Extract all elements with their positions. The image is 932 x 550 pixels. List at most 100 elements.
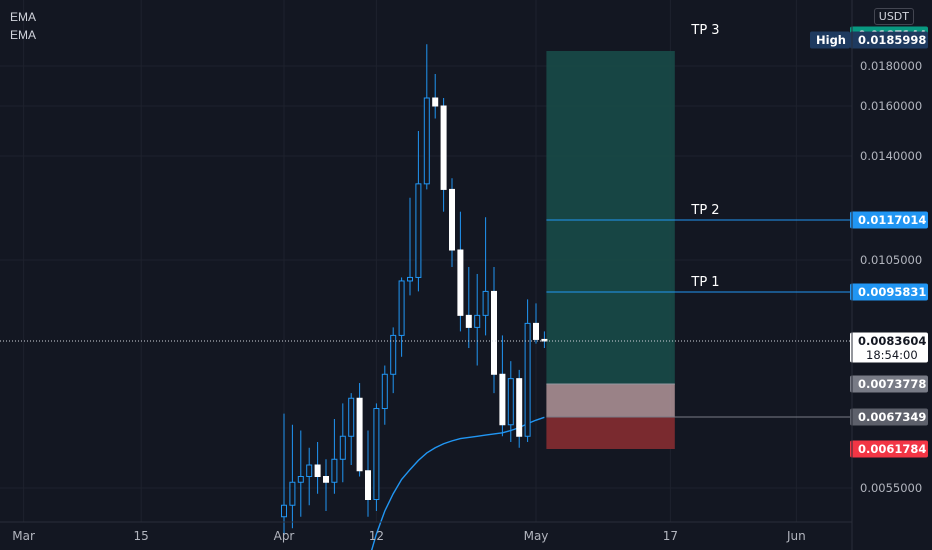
candle [516,369,523,448]
candle [457,211,464,332]
currency-selector[interactable]: USDT [873,8,914,25]
candle-body [474,314,481,328]
candle-body [449,188,455,251]
candle-body [415,183,422,278]
candle [415,131,422,292]
ema-line [370,416,545,550]
candle-body [516,378,523,437]
candle [390,327,397,394]
price-tick-label: 0.0140000 [860,149,922,163]
candle-body [457,249,464,316]
price-tick-label: 0.0105000 [860,253,922,267]
candle-body [423,97,430,185]
candle-body [323,476,329,483]
time-axis: Mar 15 Apr 12 May 17 Jun [0,0,853,550]
price-tag: 0.0185998 High [810,31,928,49]
candle [440,98,447,212]
candle [491,266,497,394]
price-tag-value: 0.0061784 [858,442,926,456]
price-tag-bg [850,332,928,363]
price-tag: 0.0067349 [850,408,928,426]
candle-body [356,397,363,472]
entry-zone [546,384,675,417]
time-tick-label: Apr [274,529,295,543]
candle-body [541,338,548,342]
price-tag-value: 0.0117014 [858,213,926,227]
price-tag-bg [850,375,928,393]
candle-body [507,378,514,426]
target-label: TP 3 [690,23,719,38]
candle [314,442,321,494]
target-label: TP 1 [690,275,719,290]
candle-body [381,373,388,410]
price-tag: 0.0095831 [850,283,928,301]
profit-zone [546,51,675,384]
price-tag-value: 0.0073778 [858,377,926,391]
price-tag: 0.0117014 [850,211,928,229]
candle [499,335,506,437]
candle [474,273,481,366]
candle [306,447,313,506]
candle [449,178,455,267]
candle [507,361,514,443]
price-tag-bg [850,31,928,49]
candle [524,299,531,443]
loss-zone [546,417,675,449]
time-tick-label: 15 [134,529,149,543]
candle [281,413,287,534]
price-axis: 0.0055000 0.0105000 0.0140000 0.0160000 0.01… [810,26,928,495]
candle [533,303,539,344]
price-tag-countdown: 18:54:00 [866,348,918,362]
price-tag-value: 0.0083604 [858,334,926,348]
candle [423,44,430,190]
time-tick-label: May [524,529,549,543]
candle [297,430,304,517]
target-lines: TP 3 TP 2 TP 1 [0,23,852,342]
candle [356,383,363,477]
target-label: TP 2 [690,203,719,218]
ema-indicator-label-2[interactable]: EMA [10,28,37,42]
price-tag-value: 0.0185998 [858,33,926,47]
candle [381,365,388,425]
candle [289,424,296,529]
candle-body [331,458,338,483]
candle-body [499,373,506,426]
time-tick-label: 12 [369,529,384,543]
candle-body [432,97,439,107]
candle-body [289,481,296,506]
candle-body [365,470,371,500]
candle-body [533,322,539,340]
price-tag-bg [850,440,928,458]
candle [365,430,371,517]
candle [541,331,548,349]
price-tag: 0.0073778 [850,375,928,393]
time-tick-label: Mar [12,529,35,543]
candle-body [373,408,380,500]
price-tag-value: 0.0067349 [858,410,926,424]
candle [339,403,346,483]
ema-series [370,416,545,550]
candle-body [297,476,304,483]
candle-body [482,290,489,316]
candle-body [407,276,413,282]
ema-indicator-label-1[interactable]: EMA [10,10,37,24]
price-tick-label: 0.0055000 [860,481,922,495]
price-tag-bg [850,408,928,426]
price-tag-value: 0.0095831 [858,285,926,299]
candle [407,197,413,296]
candle [373,403,380,511]
price-tag-prefix-bg [810,31,850,49]
candle-body [524,322,531,437]
candle-body [465,314,472,328]
candle-body [306,464,313,478]
price-tag-bg [850,211,928,229]
candle-body [440,105,447,190]
position-zones [546,51,852,449]
candle [323,459,329,511]
candle-body [281,504,287,518]
candle-body [314,464,321,478]
